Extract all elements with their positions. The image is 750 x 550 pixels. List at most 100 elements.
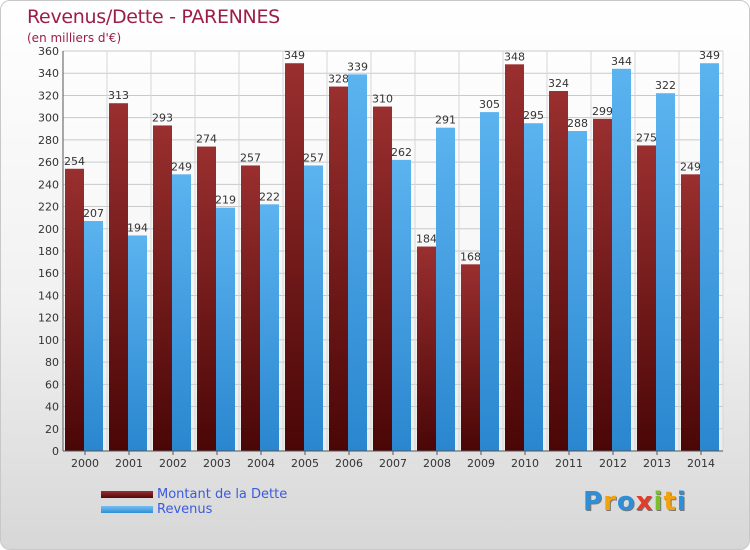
bar-debt bbox=[549, 91, 568, 451]
data-label-debt: 324 bbox=[548, 77, 569, 90]
y-tick-label: 120 bbox=[38, 312, 59, 325]
y-tick-label: 140 bbox=[38, 289, 59, 302]
bar-revenue bbox=[612, 68, 631, 452]
data-label-debt: 184 bbox=[416, 233, 437, 246]
data-label-revenue: 262 bbox=[391, 146, 412, 159]
x-tick-label: 2002 bbox=[159, 457, 187, 470]
data-label-revenue: 305 bbox=[479, 98, 500, 111]
bar-revenue bbox=[128, 235, 147, 451]
bar-revenue bbox=[656, 93, 675, 451]
legend-label-debt: Montant de la Dette bbox=[157, 487, 288, 502]
y-tick-label: 260 bbox=[38, 156, 59, 169]
x-tick-label: 2006 bbox=[335, 457, 363, 470]
x-tick-label: 2010 bbox=[511, 457, 539, 470]
x-tick-label: 2001 bbox=[115, 457, 143, 470]
proxiti-logo: Proxiti bbox=[583, 487, 687, 517]
bar-revenue bbox=[700, 63, 719, 451]
data-label-debt: 313 bbox=[108, 89, 129, 102]
legend-label-revenue: Revenus bbox=[157, 502, 213, 517]
bar-revenue bbox=[436, 127, 455, 452]
data-label-revenue: 291 bbox=[435, 114, 456, 127]
x-tick-label: 2009 bbox=[467, 457, 495, 470]
data-label-revenue: 249 bbox=[171, 160, 192, 173]
y-tick-label: 360 bbox=[38, 45, 59, 58]
x-tick-label: 2008 bbox=[423, 457, 451, 470]
data-label-revenue: 222 bbox=[259, 190, 280, 203]
legend-swatch-revenue bbox=[101, 506, 153, 513]
bar-debt bbox=[109, 103, 128, 451]
data-label-revenue: 295 bbox=[523, 109, 544, 122]
bar-debt bbox=[637, 145, 656, 451]
data-label-revenue: 339 bbox=[347, 60, 368, 73]
bar-revenue bbox=[480, 112, 499, 451]
x-tick-label: 2000 bbox=[71, 457, 99, 470]
x-tick-label: 2007 bbox=[379, 457, 407, 470]
data-label-debt: 168 bbox=[460, 250, 481, 263]
y-tick-label: 20 bbox=[45, 423, 59, 436]
data-label-revenue: 288 bbox=[567, 117, 588, 130]
bar-revenue bbox=[568, 131, 587, 451]
x-tick-label: 2003 bbox=[203, 457, 231, 470]
y-tick-label: 320 bbox=[38, 89, 59, 102]
bar-revenue bbox=[524, 123, 543, 451]
y-tick-label: 180 bbox=[38, 245, 59, 258]
data-label-revenue: 194 bbox=[127, 221, 148, 234]
data-label-debt: 254 bbox=[64, 155, 85, 168]
bar-debt bbox=[505, 64, 524, 452]
bar-revenue bbox=[260, 204, 279, 451]
bar-revenue bbox=[392, 159, 411, 451]
bar-revenue bbox=[348, 74, 367, 451]
data-label-revenue: 349 bbox=[699, 49, 720, 62]
data-label-debt: 257 bbox=[240, 151, 261, 164]
data-label-debt: 328 bbox=[328, 73, 349, 86]
y-tick-label: 280 bbox=[38, 134, 59, 147]
x-tick-label: 2005 bbox=[291, 457, 319, 470]
data-label-debt: 293 bbox=[152, 111, 173, 124]
y-tick-label: 300 bbox=[38, 112, 59, 125]
bar-revenue bbox=[84, 221, 103, 451]
bar-revenue bbox=[304, 165, 323, 451]
bar-debt bbox=[285, 63, 304, 451]
bar-revenue bbox=[216, 207, 235, 451]
y-tick-label: 220 bbox=[38, 201, 59, 214]
x-tick-label: 2013 bbox=[643, 457, 671, 470]
x-tick-label: 2014 bbox=[687, 457, 715, 470]
data-label-revenue: 322 bbox=[655, 79, 676, 92]
data-label-revenue: 257 bbox=[303, 151, 324, 164]
bar-revenue bbox=[172, 174, 191, 452]
data-label-debt: 310 bbox=[372, 93, 393, 106]
data-label-debt: 299 bbox=[592, 105, 613, 118]
data-label-debt: 275 bbox=[636, 131, 657, 144]
bar-debt bbox=[241, 165, 260, 451]
bar-debt bbox=[461, 264, 480, 451]
bar-debt bbox=[417, 246, 436, 451]
y-tick-label: 100 bbox=[38, 334, 59, 347]
bar-debt bbox=[593, 118, 612, 452]
y-tick-label: 40 bbox=[45, 401, 59, 414]
bar-debt bbox=[373, 106, 392, 452]
y-tick-label: 80 bbox=[45, 356, 59, 369]
x-tick-label: 2012 bbox=[599, 457, 627, 470]
x-tick-label: 2004 bbox=[247, 457, 275, 470]
x-tick-label: 2011 bbox=[555, 457, 583, 470]
chart-subtitle: (en milliers d'€) bbox=[27, 31, 122, 45]
y-tick-label: 60 bbox=[45, 378, 59, 391]
data-label-revenue: 344 bbox=[611, 55, 632, 68]
data-label-debt: 249 bbox=[680, 160, 701, 173]
y-tick-label: 340 bbox=[38, 67, 59, 80]
data-label-revenue: 207 bbox=[83, 207, 104, 220]
y-tick-label: 240 bbox=[38, 178, 59, 191]
bar-debt bbox=[153, 125, 172, 451]
data-label-debt: 349 bbox=[284, 49, 305, 62]
bar-debt bbox=[681, 174, 700, 452]
data-label-debt: 348 bbox=[504, 50, 525, 63]
legend-swatch-debt bbox=[101, 491, 153, 498]
y-tick-label: 0 bbox=[52, 445, 59, 458]
data-label-debt: 274 bbox=[196, 133, 217, 146]
y-tick-label: 200 bbox=[38, 223, 59, 236]
bar-debt bbox=[197, 146, 216, 452]
data-label-revenue: 219 bbox=[215, 194, 236, 207]
y-tick-label: 160 bbox=[38, 267, 59, 280]
chart-title: Revenus/Dette - PARENNES bbox=[27, 6, 280, 28]
